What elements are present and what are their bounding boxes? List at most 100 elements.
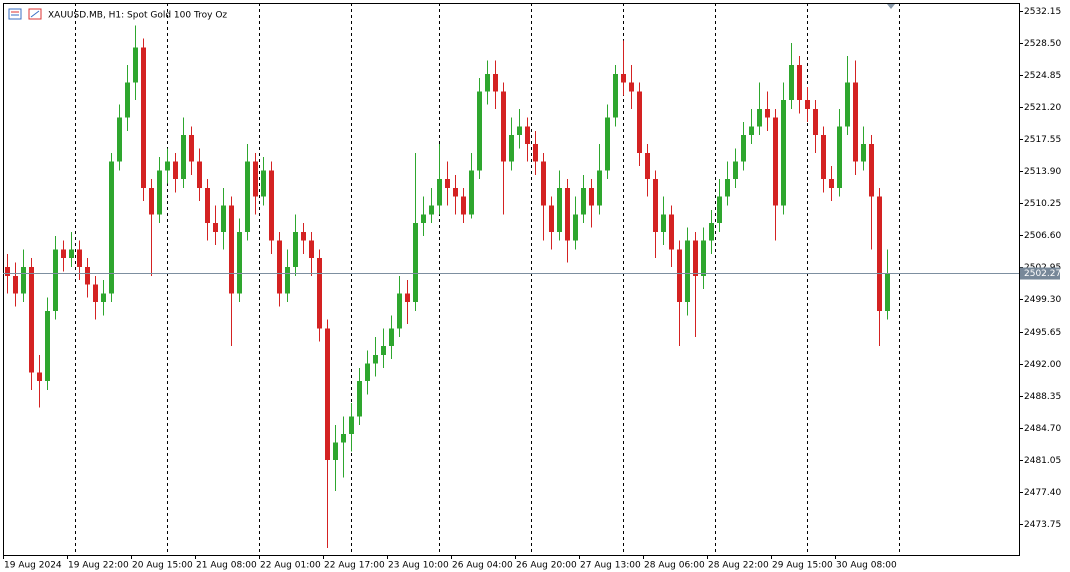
- candle-body: [293, 231, 298, 267]
- candle-body: [333, 442, 338, 461]
- candle-body: [437, 179, 442, 206]
- candle-body: [405, 293, 410, 303]
- y-tick-label: 2495.65: [1024, 328, 1061, 338]
- candle-body: [93, 284, 98, 303]
- candle-body: [301, 231, 306, 241]
- candle-body: [413, 223, 418, 303]
- candle-body: [493, 73, 498, 92]
- y-tick-label: 2528.50: [1024, 39, 1061, 49]
- x-tick-label: 29 Aug 15:00: [772, 561, 833, 571]
- candle-body: [709, 223, 714, 241]
- y-tick-label: 2499.30: [1024, 295, 1061, 305]
- candle-body: [725, 179, 730, 197]
- candle-body: [165, 161, 170, 171]
- candle-body: [765, 108, 770, 118]
- candle-body: [5, 266, 10, 276]
- y-tick-label: 2492.00: [1024, 360, 1061, 370]
- candle-body: [573, 214, 578, 241]
- y-tick-label: 2481.05: [1024, 456, 1061, 466]
- candle-body: [157, 170, 162, 215]
- candle-body: [741, 135, 746, 162]
- candle-body: [117, 117, 122, 162]
- candle-body: [29, 266, 34, 373]
- x-tick-label: 22 Aug 17:00: [324, 561, 385, 571]
- candle-body: [621, 73, 626, 83]
- candle-body: [749, 126, 754, 136]
- x-tick-label: 19 Aug 22:00: [68, 561, 129, 571]
- x-tick-label: 26 Aug 04:00: [452, 561, 513, 571]
- candle-body: [701, 240, 706, 276]
- y-tick-label: 2473.75: [1024, 520, 1061, 530]
- candle-body: [53, 249, 58, 311]
- candle-body: [869, 144, 874, 197]
- y-tick-label: 2510.25: [1024, 199, 1061, 209]
- candle-body: [77, 249, 82, 267]
- candle-body: [661, 214, 666, 232]
- x-tick-label: 21 Aug 08:00: [196, 561, 257, 571]
- candle-body: [485, 73, 490, 92]
- candle-body: [365, 363, 370, 382]
- y-tick-label: 2532.15: [1024, 7, 1061, 17]
- candle-body: [781, 100, 786, 206]
- candle-body: [477, 91, 482, 171]
- candle-body: [261, 170, 266, 197]
- y-tick-label: 2477.40: [1024, 488, 1061, 498]
- current-price-box: [1020, 267, 1060, 280]
- candle-body: [173, 161, 178, 180]
- candle-body: [509, 135, 514, 162]
- candle-body: [37, 372, 42, 382]
- candle-body: [109, 161, 114, 294]
- candle-body: [637, 91, 642, 153]
- candle-body: [237, 231, 242, 294]
- x-tick-label: 28 Aug 06:00: [644, 561, 705, 571]
- x-tick-label: 26 Aug 20:00: [516, 561, 577, 571]
- candle-body: [773, 117, 778, 206]
- candle-body: [69, 249, 74, 259]
- candle-body: [13, 275, 18, 294]
- candle-body: [845, 82, 850, 127]
- x-tick-label: 19 Aug 2024: [4, 561, 62, 571]
- y-tick-label: 2521.20: [1024, 103, 1061, 113]
- candle-body: [197, 161, 202, 188]
- candle-body: [549, 205, 554, 232]
- candle-body: [717, 196, 722, 224]
- x-tick-label: 20 Aug 15:00: [132, 561, 193, 571]
- candle-body: [733, 161, 738, 180]
- candle-body: [541, 161, 546, 206]
- candle-body: [757, 108, 762, 127]
- candle-body: [397, 293, 402, 329]
- candle-body: [245, 161, 250, 232]
- candle-body: [61, 249, 66, 259]
- candle-body: [445, 179, 450, 188]
- candle-body: [469, 170, 474, 215]
- candle-body: [605, 117, 610, 171]
- x-tick-label: 23 Aug 10:00: [388, 561, 449, 571]
- candle-body: [429, 205, 434, 215]
- candle-body: [213, 223, 218, 232]
- candle-body: [629, 82, 634, 92]
- candle-body: [653, 179, 658, 232]
- candle-body: [373, 354, 378, 364]
- candle-body: [277, 240, 282, 294]
- candle-body: [309, 240, 314, 259]
- candle-body: [805, 100, 810, 109]
- x-tick-label: 27 Aug 13:00: [580, 561, 641, 571]
- candle-body: [389, 328, 394, 347]
- candle-body: [533, 144, 538, 162]
- candle-body: [789, 64, 794, 101]
- x-tick-label: 28 Aug 22:00: [708, 561, 769, 571]
- chart-title: XAUUSD.MB, H1: Spot Gold 100 Troy Oz: [48, 11, 227, 21]
- toolbar-icons: [8, 8, 42, 20]
- candle-body: [133, 47, 138, 83]
- candle-body: [581, 187, 586, 215]
- candle-body: [317, 258, 322, 329]
- candle-body: [797, 64, 802, 101]
- candle-body: [341, 433, 346, 443]
- y-tick-label: 2506.60: [1024, 231, 1061, 241]
- candle-body: [85, 266, 90, 285]
- candle-body: [269, 170, 274, 241]
- candle-body: [821, 135, 826, 180]
- candle-body: [357, 381, 362, 417]
